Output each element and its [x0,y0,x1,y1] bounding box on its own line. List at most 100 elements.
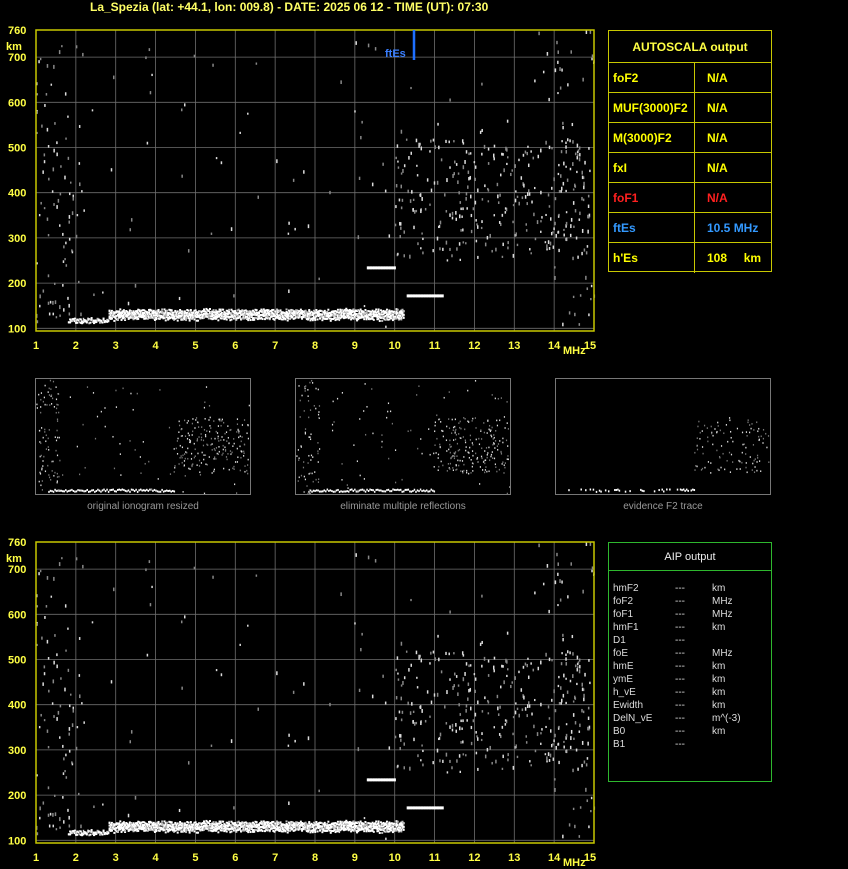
echo-dot [207,825,210,828]
echo-dot [226,312,229,315]
echo-dot [479,642,482,646]
echo-dot [136,824,139,827]
echo-dot [224,312,227,315]
echo-dot [167,311,170,314]
echo-dot [242,317,245,320]
echo-dot [214,827,217,830]
echo-dot [360,647,362,652]
thumb-echo-dot [56,454,59,457]
thumb-echo-dot [568,489,570,492]
echo-dot [176,822,179,825]
echo-dot [274,312,277,315]
thumb-echo-dot [303,461,305,463]
thumb-echo-dot [312,382,314,384]
echo-dot [134,312,137,315]
echo-dot [381,828,384,831]
echo-dot [214,821,217,824]
thumb-echo-dot [59,459,61,462]
echo-dot [183,316,186,319]
echo-dot [322,317,325,320]
thumb-echo-dot [452,426,455,429]
echo-dot [384,822,387,825]
echo-dot [280,318,283,321]
echo-dot [350,825,353,828]
thumb-echo-dot [203,429,206,431]
echo-dot [206,315,209,318]
echo-dot [400,641,403,646]
echo-dot [151,822,154,825]
thumb-echo-dot [723,432,725,435]
thumb-echo-dot [206,430,208,432]
y-tick-label: 760 [8,25,26,37]
thumb-echo-dot [224,446,226,449]
echo-dot [165,828,168,831]
thumb-echo-dot [209,416,211,419]
echo-dot [361,120,363,124]
thumb-echo-dot [158,490,160,493]
thumb-echo-dot [221,436,223,438]
thumb-echo-dot [317,450,319,452]
echo-dot [46,729,49,733]
thumb-echo-dot [148,460,150,463]
echo-dot [146,313,149,316]
echo-dot [298,314,301,317]
echo-dot [400,129,403,134]
echo-dot [205,827,208,830]
thumb-echo-dot [387,488,390,491]
thumb-echo-dot [41,489,43,491]
echo-dot [526,704,529,708]
echo-dot [376,310,379,313]
thumb-echo-dot [641,489,644,492]
echo-dot [139,315,142,318]
echo-dot [143,821,146,824]
echo-dot [181,174,183,178]
echo-dot [554,580,557,585]
echo-dot [218,308,221,311]
echo-dot [461,215,463,218]
echo-dot [403,742,406,746]
thumb-echo-dot [243,455,245,457]
echo-dot [321,827,324,830]
echo-dot [432,761,434,765]
echo-dot [340,592,342,597]
echo-dot [384,310,387,313]
thumb-echo-dot [442,464,444,467]
echo-dot [445,722,448,725]
thumb-echo-dot [458,448,461,451]
thumb-echo-dot [301,394,303,397]
echo-dot [165,314,168,317]
echo-dot [424,719,427,723]
echo-dot [581,682,583,687]
echo-dot [402,822,405,825]
echo-dot [587,726,589,731]
echo-dot [372,827,375,830]
echo-dot [52,312,55,316]
echo-dot [232,310,235,313]
echo-dot [557,50,559,54]
thumb-echo-dot [331,429,334,432]
echo-dot [252,313,255,316]
thumb-echo-dot [218,446,220,448]
echo-dot [303,682,305,686]
echo-dot [106,832,109,835]
echo-dot [252,318,255,321]
echo-dot [167,318,170,321]
echo-dot [477,767,479,771]
echo-dot [68,749,71,753]
echo-dot [211,822,214,825]
echo-dot [576,170,578,174]
thumb-echo-dot [217,453,220,456]
thumb-echo-dot [303,410,305,412]
echo-dot [153,828,156,831]
thumb-echo-dot [317,452,319,455]
echo-dot [182,823,185,826]
echo-dot [127,829,130,832]
echo-dot [581,708,583,713]
echo-dot [188,312,191,315]
echo-dot [506,119,509,123]
echo-dot [92,319,95,322]
echo-dot [152,823,155,826]
echo-dot [492,665,495,670]
thumb-echo-dot [94,490,96,493]
